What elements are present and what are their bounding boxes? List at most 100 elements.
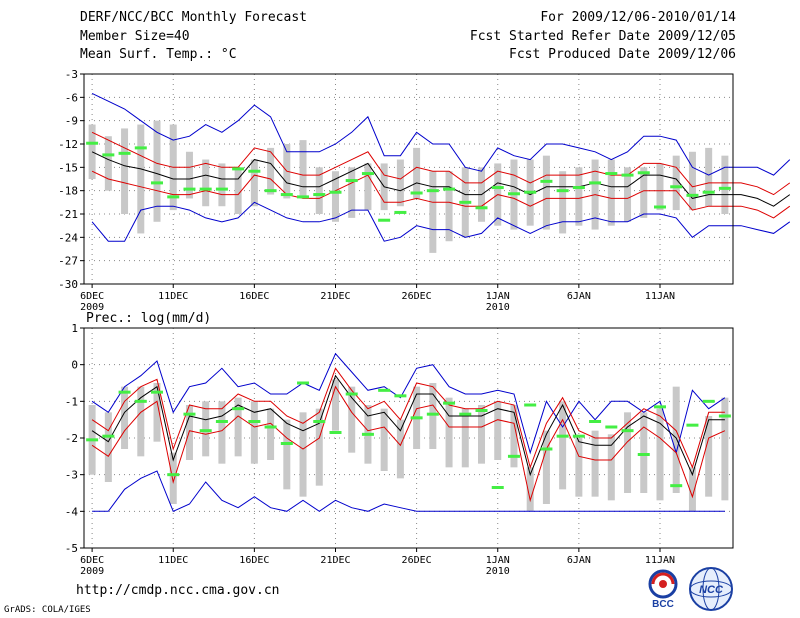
spread-box bbox=[510, 405, 518, 468]
x-tick-label: 11JAN bbox=[645, 555, 675, 566]
spread-box bbox=[413, 147, 421, 199]
series-line-p90 bbox=[91, 131, 791, 196]
spread-box bbox=[121, 386, 129, 449]
spread-box bbox=[494, 401, 502, 460]
spread-box bbox=[380, 408, 388, 471]
spread-box bbox=[202, 159, 210, 207]
spread-box bbox=[429, 383, 437, 449]
spread-box bbox=[348, 167, 356, 218]
x-tick-label: 11DEC bbox=[158, 291, 188, 302]
y-tick-label: -12 bbox=[58, 138, 78, 151]
spread-box bbox=[331, 171, 339, 222]
spread-box bbox=[396, 159, 404, 207]
x-tick-label: 26DEC bbox=[402, 555, 432, 566]
spread-box bbox=[396, 419, 404, 479]
spread-box bbox=[445, 171, 453, 242]
panel-title: Prec.: log(mm/d) bbox=[86, 311, 211, 326]
spread-box bbox=[121, 128, 129, 214]
spread-box bbox=[234, 397, 242, 457]
spread-box bbox=[348, 386, 356, 453]
spread-box bbox=[169, 452, 177, 504]
x-tick-year: 2010 bbox=[486, 566, 510, 577]
spread-box bbox=[137, 386, 145, 457]
spread-box bbox=[640, 167, 648, 218]
y-tick-label: 1 bbox=[71, 322, 78, 335]
header-variable: Mean Surf. Temp.: °C bbox=[80, 47, 237, 62]
x-tick-label: 21DEC bbox=[320, 555, 350, 566]
spread-box bbox=[607, 159, 615, 226]
series-line-min bbox=[91, 201, 791, 242]
header-produced-date: Fcst Produced Date 2009/12/06 bbox=[509, 47, 736, 62]
spread-box bbox=[672, 155, 680, 211]
x-tick-label: 11DEC bbox=[158, 555, 188, 566]
x-tick-label: 26DEC bbox=[402, 291, 432, 302]
series-line-p10 bbox=[91, 170, 791, 219]
spread-box bbox=[688, 151, 696, 211]
ncc-logo: NCC bbox=[688, 566, 734, 612]
spread-box bbox=[153, 120, 161, 222]
spread-box bbox=[542, 430, 550, 504]
spread-box bbox=[202, 401, 210, 457]
spread-box bbox=[267, 408, 275, 460]
spread-box bbox=[104, 412, 112, 482]
plot-frame bbox=[83, 73, 734, 285]
y-tick-label: -2 bbox=[65, 432, 78, 445]
spread-box bbox=[299, 412, 307, 497]
y-tick-label: -3 bbox=[65, 469, 78, 482]
spread-box bbox=[315, 408, 323, 486]
x-tick-label: 6JAN bbox=[567, 555, 591, 566]
y-tick-label: -1 bbox=[65, 395, 78, 408]
header-start-date: Fcst Started Refer Date 2009/12/05 bbox=[469, 29, 736, 44]
header-forecast-period: For 2009/12/06-2010/01/14 bbox=[540, 10, 736, 25]
spread-box bbox=[478, 405, 486, 464]
spread-box bbox=[656, 408, 664, 501]
y-tick-label: -5 bbox=[65, 542, 78, 555]
y-tick-label: -4 bbox=[65, 505, 79, 518]
spread-box bbox=[153, 383, 161, 442]
x-tick-label: 16DEC bbox=[239, 555, 269, 566]
spread-box bbox=[624, 412, 632, 493]
spread-box bbox=[559, 171, 567, 234]
y-tick-label: -24 bbox=[58, 231, 78, 244]
spread-box bbox=[461, 408, 469, 468]
spread-box bbox=[218, 163, 226, 207]
spread-box bbox=[283, 419, 291, 490]
header-member-size: Member Size=40 bbox=[80, 29, 190, 44]
spread-box bbox=[575, 438, 583, 497]
spread-box bbox=[705, 147, 713, 207]
spread-box bbox=[526, 467, 534, 512]
bcc-logo: BCC bbox=[641, 566, 685, 610]
spread-box bbox=[575, 167, 583, 226]
spread-box bbox=[250, 159, 258, 207]
spread-box bbox=[721, 155, 729, 214]
spread-box bbox=[218, 401, 226, 464]
spread-box bbox=[591, 430, 599, 497]
x-tick-year: 2009 bbox=[80, 566, 104, 577]
svg-text:BCC: BCC bbox=[652, 599, 674, 610]
spread-box bbox=[267, 147, 275, 195]
x-tick-label: 1JAN bbox=[486, 555, 510, 566]
grads-credit: GrADS: COLA/IGES bbox=[4, 605, 91, 615]
series-line-p10 bbox=[91, 385, 726, 503]
series-line-mean bbox=[91, 374, 725, 477]
x-tick-label: 6DEC bbox=[80, 555, 104, 566]
spread-box bbox=[137, 124, 145, 234]
y-tick-label: -15 bbox=[58, 161, 78, 174]
y-tick-label: 0 bbox=[71, 359, 78, 372]
x-tick-label: 6DEC bbox=[80, 291, 104, 302]
spread-box bbox=[624, 167, 632, 222]
y-tick-label: -3 bbox=[65, 68, 78, 81]
spread-box bbox=[705, 416, 713, 497]
y-tick-label: -21 bbox=[58, 208, 78, 221]
x-tick-label: 6JAN bbox=[567, 291, 591, 302]
x-tick-year: 2010 bbox=[486, 302, 510, 313]
spread-box bbox=[104, 136, 112, 191]
y-tick-label: -6 bbox=[65, 91, 78, 104]
source-url[interactable]: http://cmdp.ncc.cma.gov.cn bbox=[76, 583, 280, 598]
series-line-max bbox=[91, 352, 726, 455]
series-line-p90 bbox=[91, 367, 725, 469]
spread-box bbox=[542, 155, 550, 230]
spread-box bbox=[445, 397, 453, 468]
spread-box bbox=[429, 171, 437, 253]
